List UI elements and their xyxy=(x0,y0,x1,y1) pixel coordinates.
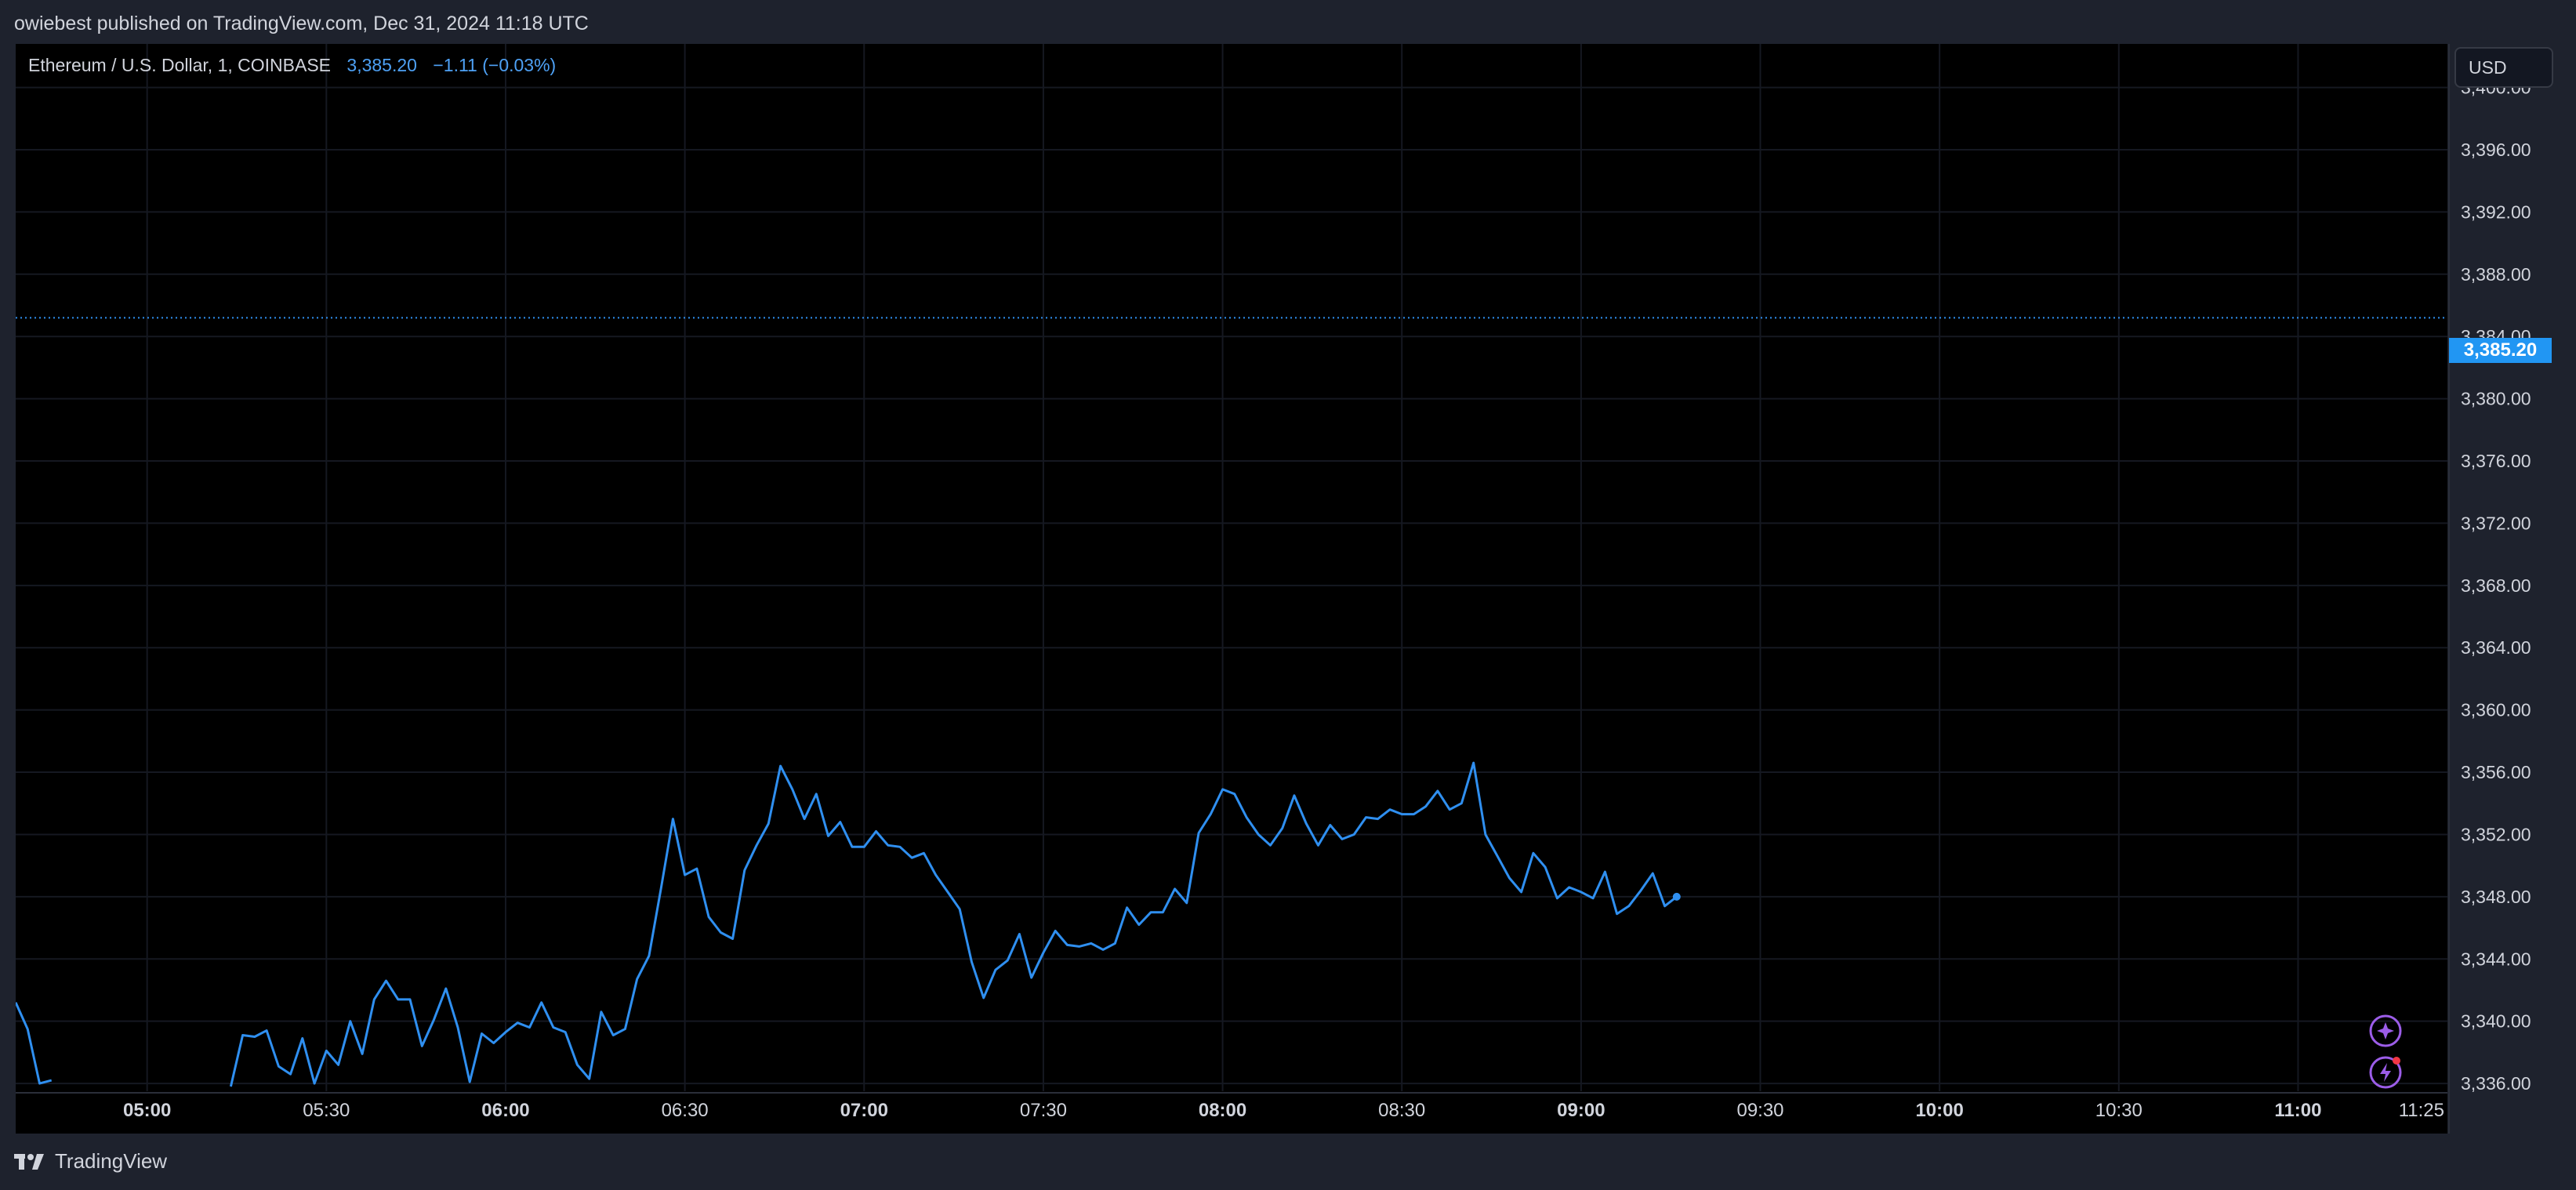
symbol-legend[interactable]: Ethereum / U.S. Dollar, 1, COINBASE 3,38… xyxy=(28,55,556,76)
currency-button[interactable]: USD xyxy=(2454,47,2553,88)
time-tick-label: 09:30 xyxy=(1736,1100,1783,1121)
footer: TradingView xyxy=(14,1149,167,1174)
time-tick-label: 09:00 xyxy=(1557,1100,1605,1121)
time-tick-label: 05:30 xyxy=(303,1100,350,1121)
price-axis: 3,400.003,396.003,392.003,388.003,384.00… xyxy=(2461,78,2531,1094)
symbol-name: Ethereum / U.S. Dollar, 1, COINBASE xyxy=(28,55,332,75)
price-tick-label: 3,352.00 xyxy=(2461,824,2531,844)
time-tick-label: 10:30 xyxy=(2095,1100,2142,1121)
price-tick-label: 3,356.00 xyxy=(2461,762,2531,782)
price-tick-label: 3,388.00 xyxy=(2461,264,2531,285)
time-tick-label: 08:00 xyxy=(1199,1100,1246,1121)
chart-pane[interactable]: 3,400.003,396.003,392.003,388.003,384.00… xyxy=(16,44,2531,1134)
sparkle-icon[interactable] xyxy=(2368,1014,2404,1050)
price-tick-label: 3,380.00 xyxy=(2461,389,2531,409)
price-tick-label: 3,340.00 xyxy=(2461,1011,2531,1032)
price-tick-label: 3,376.00 xyxy=(2461,451,2531,471)
time-tick-label: 05:00 xyxy=(123,1100,171,1121)
price-tick-label: 3,372.00 xyxy=(2461,513,2531,533)
notification-dot xyxy=(2393,1057,2400,1065)
price-series-line xyxy=(16,761,1678,1087)
time-tick-label: 06:00 xyxy=(481,1100,529,1121)
price-tick-label: 3,368.00 xyxy=(2461,575,2531,596)
last-price-dot xyxy=(1672,892,1681,901)
time-tick-label: 07:00 xyxy=(840,1100,888,1121)
price-tick-label: 3,392.00 xyxy=(2461,201,2531,222)
publisher-caption: owiebest published on TradingView.com, D… xyxy=(14,13,589,34)
tradingview-logo-icon xyxy=(14,1153,44,1170)
last-price-label: 3,385.20 xyxy=(2449,338,2552,363)
time-axis: 05:00 05:30 06:00 06:30 07:00 07:30 08:00 08:30… xyxy=(123,1100,2444,1121)
chart-grid xyxy=(16,44,2450,1134)
time-tick-label: 10:00 xyxy=(1915,1100,1963,1121)
legend-change: −1.11 (−0.03%) xyxy=(433,55,557,75)
lightning-icon[interactable] xyxy=(2368,1054,2404,1090)
price-tick-label: 3,364.00 xyxy=(2461,637,2531,658)
time-tick-label: 06:30 xyxy=(662,1100,709,1121)
price-tick-label: 3,396.00 xyxy=(2461,140,2531,160)
time-tick-label: 11:25 xyxy=(2399,1100,2444,1121)
price-tick-label: 3,344.00 xyxy=(2461,949,2531,969)
time-tick-label: 08:30 xyxy=(1378,1100,1425,1121)
legend-price: 3,385.20 xyxy=(346,55,417,75)
time-tick-label: 11:00 xyxy=(2274,1100,2321,1121)
brand-name: TradingView xyxy=(55,1149,168,1173)
time-tick-label: 07:30 xyxy=(1020,1100,1067,1121)
price-tick-label: 3,360.00 xyxy=(2461,700,2531,720)
price-tick-label: 3,348.00 xyxy=(2461,887,2531,907)
price-chart[interactable]: 3,400.003,396.003,392.003,388.003,384.00… xyxy=(16,44,2576,1134)
price-tick-label: 3,336.00 xyxy=(2461,1073,2531,1094)
